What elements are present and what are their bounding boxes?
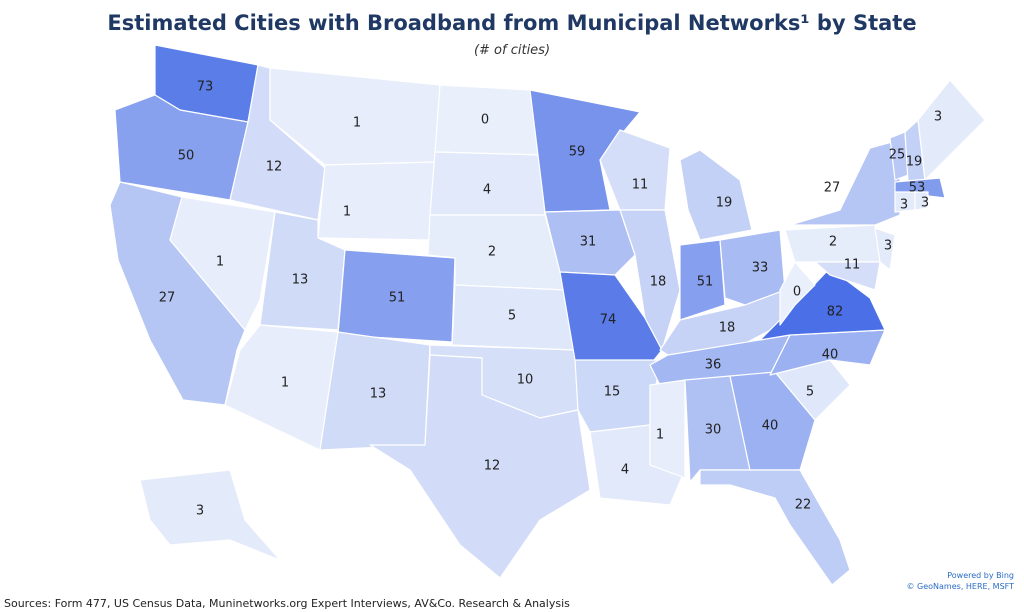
state-value: 51	[697, 275, 714, 290]
state-value: 0	[481, 113, 489, 128]
state-value: 2	[488, 245, 496, 260]
title: Estimated Cities with Broadband from Mun…	[107, 11, 916, 35]
state-value: 12	[266, 160, 283, 175]
state-value: 13	[292, 273, 309, 288]
state	[649, 379, 686, 479]
source: Sources: Form 477, US Census Data, Munin…	[4, 597, 570, 610]
state-value: 53	[909, 181, 926, 196]
state-value: 5	[806, 385, 814, 400]
state-value: 40	[822, 348, 839, 363]
state	[679, 239, 726, 321]
state	[814, 261, 881, 291]
state-value: 36	[705, 358, 722, 373]
state-value: 11	[844, 258, 861, 273]
state-value: 4	[483, 183, 491, 198]
state-value: 11	[632, 178, 649, 193]
state-value: 25	[889, 148, 906, 163]
state-value: 1	[656, 428, 664, 443]
state-value: 1	[281, 376, 289, 391]
state-value: 1	[216, 255, 224, 270]
state-value: 19	[716, 196, 733, 211]
state	[169, 196, 276, 331]
state-value: 22	[795, 498, 812, 513]
state-value: 4	[621, 463, 629, 478]
state-value: 18	[719, 321, 736, 336]
state-value: 3	[921, 196, 929, 211]
state-value: 40	[762, 419, 779, 434]
state-value: 31	[580, 235, 597, 250]
state-value: 73	[197, 80, 214, 95]
state	[529, 89, 641, 213]
state	[139, 469, 281, 561]
state-value: 82	[827, 305, 844, 320]
label-layer: 7350271121113511130425101259317415411181…	[159, 80, 942, 519]
state-layer	[109, 44, 986, 586]
state-value: 3	[196, 504, 204, 519]
attribution: Powered by Bing	[947, 571, 1014, 580]
state	[779, 261, 816, 326]
state	[789, 139, 901, 226]
state-value: 18	[650, 275, 667, 290]
state-value: 74	[600, 313, 617, 328]
state-value: 3	[884, 239, 892, 254]
state-value: 27	[824, 181, 841, 196]
state	[729, 371, 816, 471]
state-value: 3	[900, 198, 908, 213]
state	[914, 191, 929, 211]
state-value: 30	[705, 423, 722, 438]
state-value: 1	[343, 205, 351, 220]
state-value: 12	[484, 459, 501, 474]
state	[317, 161, 436, 241]
state-value: 2	[829, 235, 837, 250]
state-value: 5	[508, 309, 516, 324]
state-value: 0	[793, 285, 801, 300]
state-value: 33	[752, 261, 769, 276]
state-value: 3	[934, 110, 942, 125]
attribution: © GeoNames, HERE, MSFT	[906, 582, 1014, 591]
subtitle: (# of cities)	[474, 43, 550, 58]
state	[544, 209, 636, 276]
state-value: 1	[353, 116, 361, 131]
state	[699, 469, 851, 586]
state	[769, 329, 886, 376]
state	[917, 79, 986, 181]
state-value: 19	[906, 155, 923, 170]
state-value: 50	[178, 149, 195, 164]
state-value: 15	[604, 385, 621, 400]
state	[874, 227, 896, 271]
state-value: 27	[159, 291, 176, 306]
state-value: 10	[517, 373, 534, 388]
state-value: 59	[569, 145, 586, 160]
state-value: 13	[370, 387, 387, 402]
state	[224, 324, 339, 451]
state	[599, 129, 671, 211]
state	[679, 149, 753, 241]
state	[369, 354, 591, 579]
state-value: 51	[389, 291, 406, 306]
